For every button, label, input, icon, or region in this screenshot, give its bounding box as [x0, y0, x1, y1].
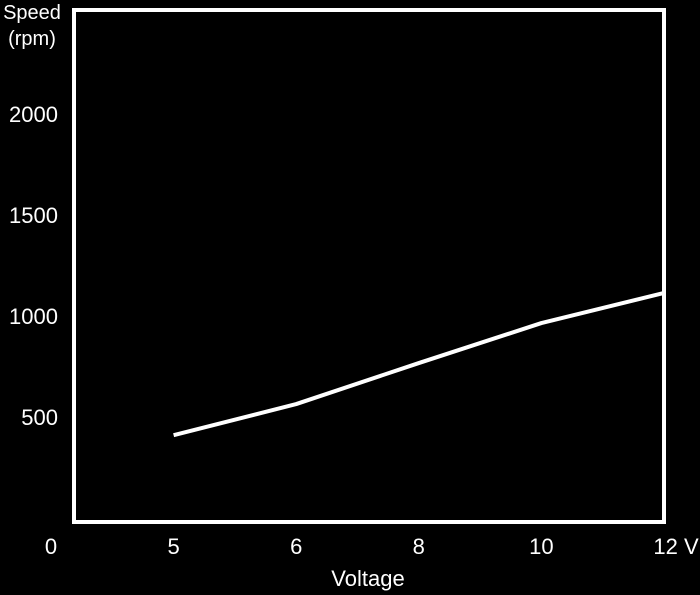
x-tick-label: 12 V — [653, 534, 699, 559]
x-tick-label: 6 — [290, 534, 302, 559]
y-tick-label: 1500 — [9, 203, 58, 228]
plot-frame — [72, 8, 666, 524]
x-tick-label: 10 — [529, 534, 553, 559]
y-tick-label: 2000 — [9, 102, 58, 127]
x-tick-label: 0 — [45, 534, 57, 559]
y-tick-label: 1000 — [9, 304, 58, 329]
y-tick-label: 500 — [21, 405, 58, 430]
x-tick-label: 5 — [167, 534, 179, 559]
x-tick-label: 8 — [413, 534, 425, 559]
x-axis-label: Voltage — [331, 566, 404, 591]
y-axis-label: Speed (rpm) — [3, 2, 61, 50]
line — [173, 291, 665, 438]
